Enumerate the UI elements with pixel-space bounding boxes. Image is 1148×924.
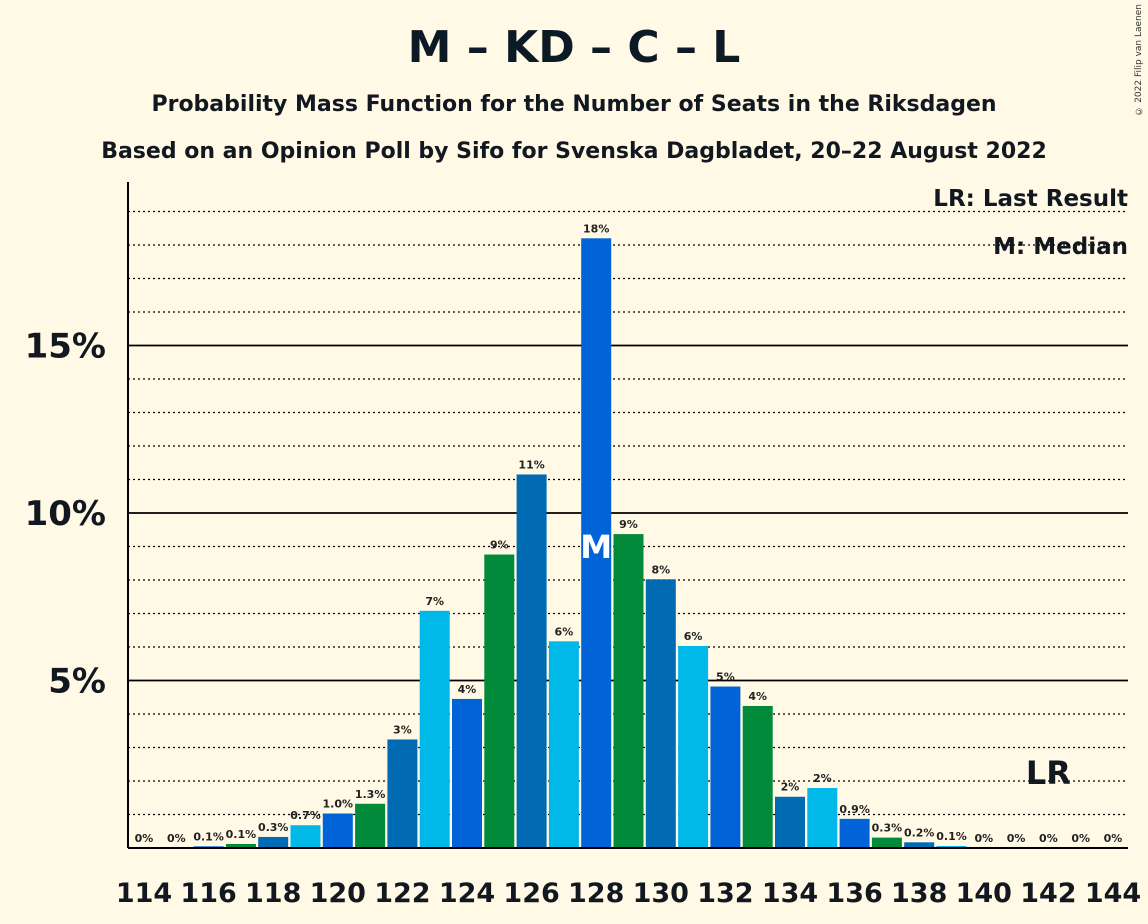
data-label-125: 9% [490, 539, 509, 552]
data-label-115: 0% [167, 832, 186, 845]
bar-129 [613, 534, 644, 848]
data-label-142: 0% [1039, 832, 1058, 845]
data-label-141: 0% [1007, 832, 1026, 845]
data-label-127: 6% [555, 625, 574, 638]
x-tick-label: 142 [1020, 878, 1076, 909]
data-label-143: 0% [1071, 832, 1090, 845]
median-marker: M [580, 528, 612, 566]
data-label-124: 4% [458, 683, 477, 696]
bar-118 [258, 836, 289, 848]
data-label-121: 1.3% [355, 788, 386, 801]
data-label-133: 4% [748, 690, 767, 703]
data-label-136: 0.9% [839, 803, 870, 816]
data-label-122: 3% [393, 723, 412, 736]
bar-122 [387, 739, 418, 848]
x-tick-label: 132 [697, 878, 753, 909]
y-tick-label: 5% [48, 662, 106, 702]
data-label-126: 11% [518, 458, 544, 471]
axes: 5% 10% 15% 114 116 118 120 122 124 126 128 130 132 13… [25, 182, 1141, 909]
data-label-120: 1.0% [323, 797, 354, 810]
data-label-140: 0% [974, 832, 993, 845]
x-tick-label: 144 [1085, 878, 1141, 909]
data-label-130: 8% [651, 563, 670, 576]
x-tick-label: 136 [826, 878, 882, 909]
data-labels: 0% 0% 0.1% 0.1%0.3%0.7%1.0%1.3%3%7%4%9%11%6… [135, 222, 1123, 845]
x-tick-label: 138 [891, 878, 947, 909]
data-label-118: 0.3% [258, 821, 289, 834]
data-label-114: 0% [135, 832, 154, 845]
y-tick-label: 10% [25, 494, 106, 534]
bar-120 [322, 813, 353, 848]
x-tick-label: 130 [633, 878, 689, 909]
bar-124 [452, 698, 482, 848]
bar-136 [839, 818, 870, 848]
x-tick-label: 128 [568, 878, 624, 909]
data-label-139: 0.1% [936, 830, 967, 843]
x-tick-label: 140 [956, 878, 1012, 909]
legend-last-result: LR: Last Result [933, 186, 1128, 212]
x-tick-label: 116 [180, 878, 236, 909]
x-tick-label: 122 [374, 878, 430, 909]
x-tick-label: 118 [245, 878, 301, 909]
bar-133 [742, 705, 773, 848]
data-label-123: 7% [425, 595, 444, 608]
bar-123 [419, 610, 450, 848]
chart-subtitle: Probability Mass Function for the Number… [151, 92, 997, 117]
bar-139 [936, 845, 967, 848]
bars [193, 238, 967, 849]
bar-130 [645, 579, 676, 848]
x-tick-label: 124 [439, 878, 495, 909]
bar-126 [516, 474, 547, 848]
x-tick-label: 126 [503, 878, 559, 909]
bar-131 [678, 645, 709, 848]
data-label-137: 0.3% [872, 822, 903, 835]
bar-117 [225, 843, 256, 848]
data-label-132: 5% [716, 671, 735, 684]
data-label-134: 2% [781, 781, 800, 794]
bar-121 [355, 803, 386, 848]
legend-median: M: Median [993, 234, 1128, 260]
bar-125 [484, 554, 515, 848]
bar-138 [904, 842, 935, 848]
bar-127 [548, 641, 579, 848]
bar-128 [581, 238, 612, 849]
bar-134 [775, 796, 805, 848]
data-label-117: 0.1% [226, 828, 257, 841]
bar-135 [807, 788, 838, 848]
x-tick-label: 134 [762, 878, 818, 909]
bar-119 [290, 825, 321, 848]
chart-subtitle-source: Based on an Opinion Poll by Sifo for Sve… [101, 139, 1047, 164]
bar-137 [871, 837, 902, 848]
x-tick-label: 120 [310, 878, 366, 909]
data-label-138: 0.2% [904, 826, 935, 839]
data-label-135: 2% [813, 772, 832, 785]
x-tick-label: 114 [116, 878, 172, 909]
data-label-116: 0.1% [193, 830, 224, 843]
bar-132 [710, 686, 741, 848]
data-label-144: 0% [1104, 832, 1123, 845]
chart-title: M – KD – C – L [407, 22, 741, 73]
data-label-131: 6% [684, 630, 703, 643]
data-label-129: 9% [619, 518, 638, 531]
data-label-119: 0.7% [290, 809, 321, 822]
last-result-marker: LR [1026, 754, 1071, 792]
data-label-128: 18% [583, 222, 609, 235]
y-tick-label: 15% [25, 327, 106, 367]
markers: M LR [580, 528, 1071, 792]
